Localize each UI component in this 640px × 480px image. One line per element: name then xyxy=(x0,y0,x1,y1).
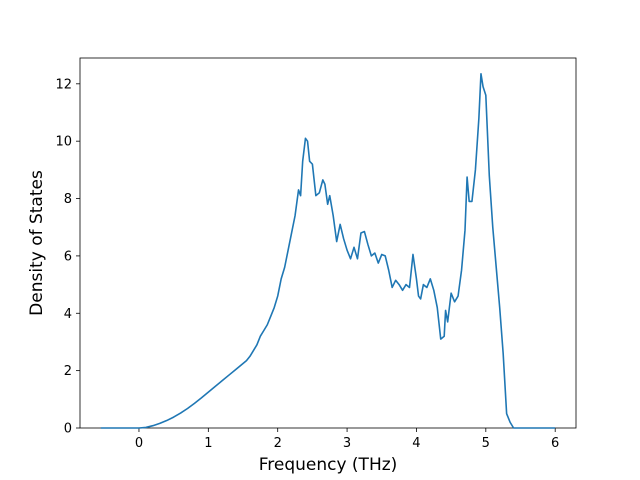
x-tick-label: 4 xyxy=(412,436,420,451)
x-tick-label: 0 xyxy=(135,436,143,451)
dos-series-line xyxy=(100,72,556,429)
x-tick-label: 2 xyxy=(274,436,282,451)
y-tick-label: 8 xyxy=(64,192,72,207)
x-axis-label: Frequency (THz) xyxy=(259,455,398,475)
y-tick-label: 12 xyxy=(55,77,72,92)
y-tick-label: 10 xyxy=(55,135,72,150)
x-tick-label: 3 xyxy=(343,436,351,451)
x-tick-label: 1 xyxy=(204,436,212,451)
y-tick-label: 6 xyxy=(64,249,72,264)
x-tick-label: 6 xyxy=(551,436,559,451)
x-axis-ticks: 0 1 2 3 4 5 6 xyxy=(135,428,559,451)
y-tick-label: 0 xyxy=(64,422,72,437)
y-tick-label: 4 xyxy=(64,307,72,322)
y-axis-ticks: 0 2 4 6 8 10 12 xyxy=(55,77,80,437)
y-axis-label: Density of States xyxy=(27,170,47,316)
x-tick-label: 5 xyxy=(482,436,490,451)
plot-frame xyxy=(79,57,577,429)
y-tick-label: 2 xyxy=(64,364,72,379)
